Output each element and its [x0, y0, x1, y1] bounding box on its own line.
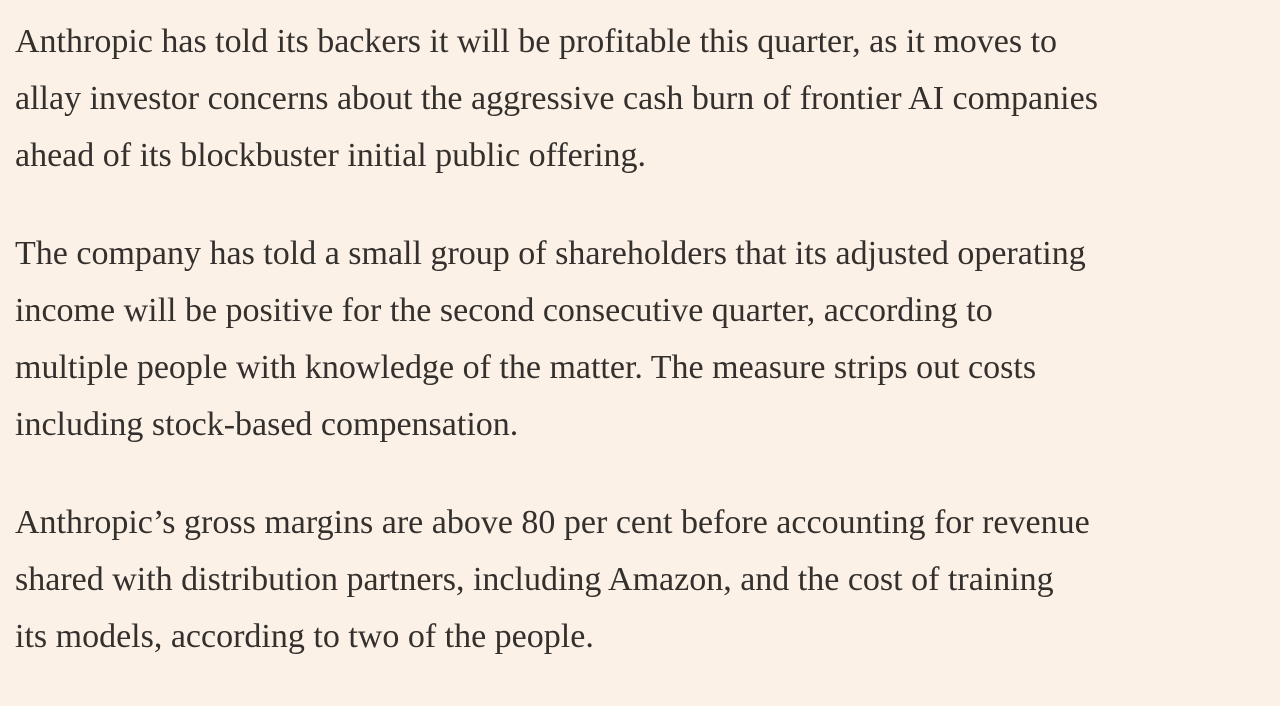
page: {"article": {"paragraphs": [ ["Anthropic…	[15, 23, 1098, 655]
text-line: multiple people with knowledge of the ma…	[15, 349, 1037, 386]
text-line: including stock-based compensation.	[15, 406, 519, 443]
text-line: ahead of its blockbuster initial public …	[15, 137, 647, 174]
text-line: its models, according to two of the peop…	[15, 618, 594, 655]
text-line: The company has told a small group of sh…	[15, 235, 1086, 272]
paragraph: The company has told a small group of sh…	[15, 225, 1270, 453]
text-line: Anthropic’s gross margins are above 80 p…	[15, 504, 1090, 541]
paragraph: Anthropic has told its backers it will b…	[15, 13, 1270, 184]
text-line: income will be positive for the second c…	[15, 292, 993, 329]
text-line: Anthropic has told its backers it will b…	[15, 23, 1058, 60]
text-line: shared with distribution partners, inclu…	[15, 561, 1054, 598]
article-body: Anthropic has told its backers it will b…	[15, 13, 1270, 706]
paragraph: Anthropic’s gross margins are above 80 p…	[15, 494, 1270, 665]
text-line: allay investor concerns about the aggres…	[15, 80, 1098, 117]
